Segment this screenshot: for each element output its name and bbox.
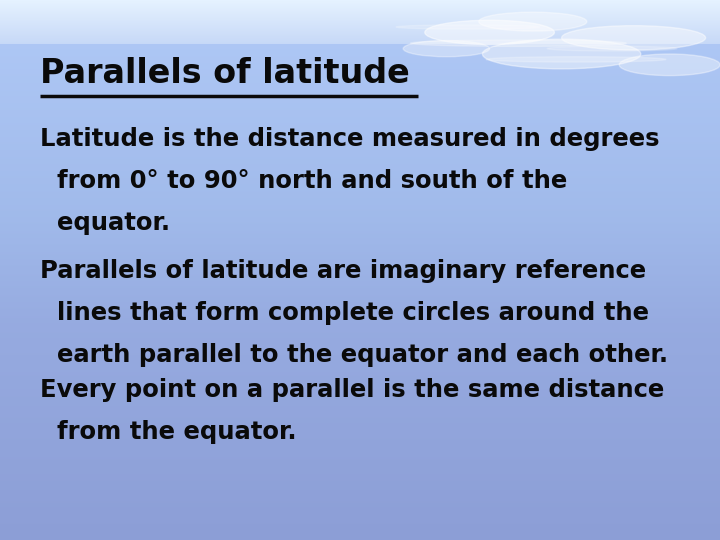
Text: Parallels of latitude: Parallels of latitude bbox=[40, 57, 410, 90]
Ellipse shape bbox=[562, 25, 706, 50]
Ellipse shape bbox=[547, 46, 677, 51]
Ellipse shape bbox=[396, 25, 540, 29]
Ellipse shape bbox=[410, 40, 626, 46]
Text: equator.: equator. bbox=[40, 211, 170, 235]
Ellipse shape bbox=[479, 12, 587, 31]
Ellipse shape bbox=[425, 20, 554, 45]
Text: Every point on a parallel is the same distance: Every point on a parallel is the same di… bbox=[40, 378, 664, 402]
Text: from the equator.: from the equator. bbox=[40, 420, 296, 444]
Ellipse shape bbox=[486, 57, 666, 62]
Text: earth parallel to the equator and each other.: earth parallel to the equator and each o… bbox=[40, 343, 667, 367]
Text: from 0° to 90° north and south of the: from 0° to 90° north and south of the bbox=[40, 169, 567, 193]
Text: Parallels of latitude are imaginary reference: Parallels of latitude are imaginary refe… bbox=[40, 259, 646, 283]
Text: Latitude is the distance measured in degrees: Latitude is the distance measured in deg… bbox=[40, 127, 659, 151]
Ellipse shape bbox=[482, 39, 641, 69]
Ellipse shape bbox=[619, 54, 720, 76]
Ellipse shape bbox=[403, 40, 490, 57]
Text: lines that form complete circles around the: lines that form complete circles around … bbox=[40, 301, 649, 325]
